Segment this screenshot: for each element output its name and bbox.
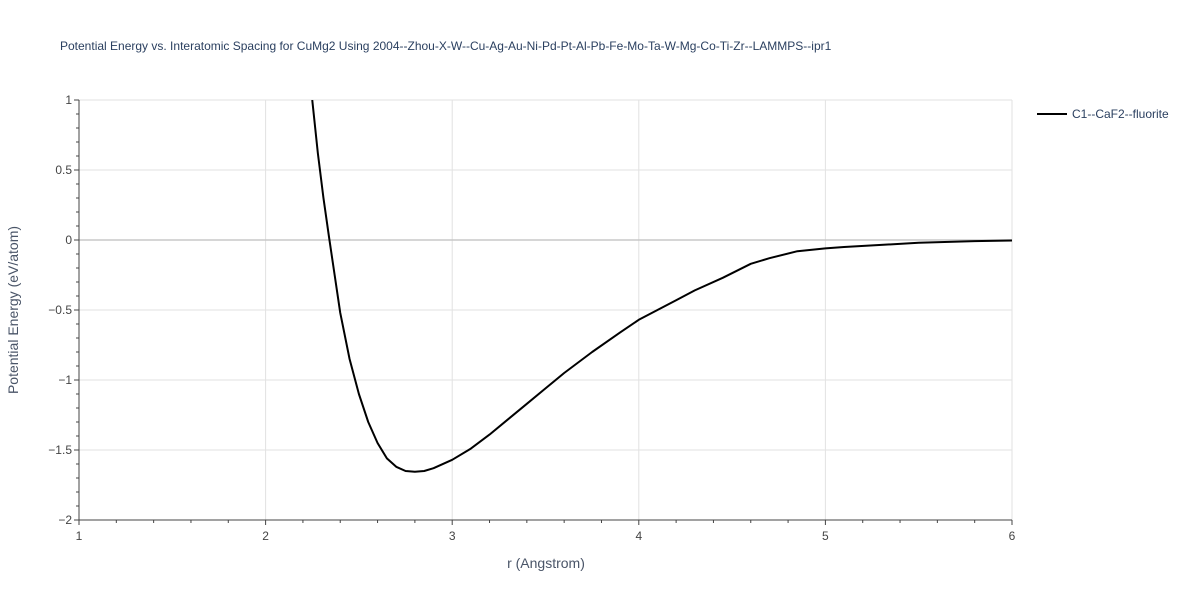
x-tick-label: 2 [262, 529, 269, 543]
y-tick-label: −0.5 [48, 303, 72, 317]
series-line [311, 100, 1012, 473]
x-axis-label: r (Angstrom) [507, 555, 585, 571]
x-tick-label: 5 [822, 529, 829, 543]
y-tick-label: −2 [58, 513, 72, 527]
y-axis-label: Potential Energy (eV/atom) [5, 226, 21, 394]
grid [79, 99, 1013, 520]
x-tick-label: 4 [635, 529, 642, 543]
y-tick-label: −1 [58, 373, 72, 387]
y-tick-labels: 1 0.5 0 −0.5 −1 −1.5 −2 [48, 93, 72, 527]
y-tick-label: 0 [65, 233, 72, 247]
legend-label: C1--CaF2--fluorite [1072, 107, 1169, 121]
x-tick-label: 6 [1009, 529, 1016, 543]
y-tick-label: 0.5 [55, 163, 72, 177]
chart-title: Potential Energy vs. Interatomic Spacing… [60, 39, 832, 53]
x-tick-label: 3 [449, 529, 456, 543]
series-lines [311, 100, 1012, 473]
x-tick-labels: 1 2 3 4 5 6 [76, 529, 1016, 543]
x-tick-label: 1 [76, 529, 83, 543]
y-tick-label: 1 [65, 93, 72, 107]
y-tick-label: −1.5 [48, 443, 72, 457]
legend: C1--CaF2--fluorite [1037, 107, 1169, 121]
axes [74, 99, 1013, 525]
